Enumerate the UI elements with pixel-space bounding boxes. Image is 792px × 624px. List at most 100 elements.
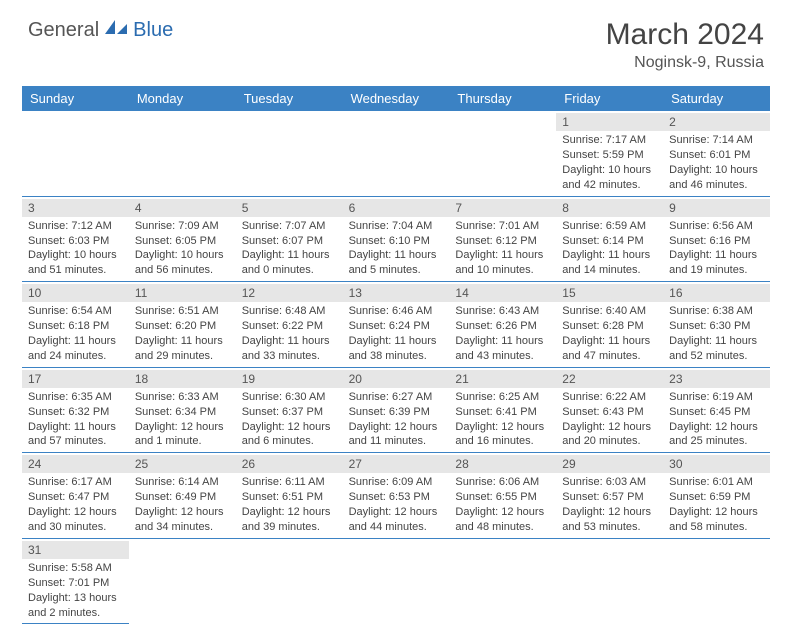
sunrise-line: Sunrise: 6:30 AM — [242, 390, 337, 405]
day-number: 14 — [449, 284, 556, 302]
daylight-line: Daylight: 12 hours and 6 minutes. — [242, 420, 337, 450]
sunset-line: Sunset: 6:28 PM — [562, 319, 657, 334]
sunset-line: Sunset: 6:18 PM — [28, 319, 123, 334]
sunset-line: Sunset: 6:49 PM — [135, 490, 230, 505]
location: Noginsk-9, Russia — [606, 54, 764, 72]
day-header: Friday — [556, 86, 663, 111]
daylight-line: Daylight: 12 hours and 44 minutes. — [349, 505, 444, 535]
calendar-cell: 5Sunrise: 7:07 AMSunset: 6:07 PMDaylight… — [236, 197, 343, 283]
day-number: 15 — [556, 284, 663, 302]
day-header: Wednesday — [343, 86, 450, 111]
calendar-cell: 10Sunrise: 6:54 AMSunset: 6:18 PMDayligh… — [22, 282, 129, 368]
sunset-line: Sunset: 6:41 PM — [455, 405, 550, 420]
daylight-line: Daylight: 11 hours and 24 minutes. — [28, 334, 123, 364]
calendar-cell: 31Sunrise: 5:58 AMSunset: 7:01 PMDayligh… — [22, 539, 129, 624]
calendar-cell: 23Sunrise: 6:19 AMSunset: 6:45 PMDayligh… — [663, 368, 770, 454]
calendar-cell: 22Sunrise: 6:22 AMSunset: 6:43 PMDayligh… — [556, 368, 663, 454]
day-header: Sunday — [22, 86, 129, 111]
daylight-line: Daylight: 11 hours and 57 minutes. — [28, 420, 123, 450]
sunset-line: Sunset: 6:07 PM — [242, 234, 337, 249]
day-number: 5 — [236, 199, 343, 217]
sunset-line: Sunset: 6:10 PM — [349, 234, 444, 249]
daylight-line: Daylight: 12 hours and 30 minutes. — [28, 505, 123, 535]
day-number: 12 — [236, 284, 343, 302]
calendar-cell: 25 Sunrise: 6:14 AMSunset: 6:49 PMDayligh… — [129, 453, 236, 539]
day-number: 3 — [22, 199, 129, 217]
sunset-line: Sunset: 6:39 PM — [349, 405, 444, 420]
sunset-line: Sunset: 6:30 PM — [669, 319, 764, 334]
day-number: 1 — [556, 113, 663, 131]
day-number: 30 — [663, 455, 770, 473]
daylight-line: Daylight: 11 hours and 14 minutes. — [562, 248, 657, 278]
calendar-cell: 3Sunrise: 7:12 AMSunset: 6:03 PMDaylight… — [22, 197, 129, 283]
daylight-line: Daylight: 10 hours and 42 minutes. — [562, 163, 657, 193]
daylight-line: Daylight: 10 hours and 51 minutes. — [28, 248, 123, 278]
daylight-line: Daylight: 11 hours and 43 minutes. — [455, 334, 550, 364]
calendar-cell: 30Sunrise: 6:01 AMSunset: 6:59 PMDayligh… — [663, 453, 770, 539]
day-number: 19 — [236, 370, 343, 388]
sunset-line: Sunset: 6:55 PM — [455, 490, 550, 505]
logo-text-general: General — [28, 19, 99, 42]
sunrise-line: Sunrise: 6:38 AM — [669, 304, 764, 319]
calendar-cell — [449, 539, 556, 624]
day-number: 18 — [129, 370, 236, 388]
sunrise-line: Sunrise: 6:09 AM — [349, 475, 444, 490]
day-number: 21 — [449, 370, 556, 388]
day-number: 27 — [343, 455, 450, 473]
day-number: 25 — [129, 455, 236, 473]
sunset-line: Sunset: 6:32 PM — [28, 405, 123, 420]
calendar-cell — [129, 111, 236, 197]
day-header: Thursday — [449, 86, 556, 111]
day-number: 6 — [343, 199, 450, 217]
sunset-line: Sunset: 6:59 PM — [669, 490, 764, 505]
sunrise-line: Sunrise: 6:56 AM — [669, 219, 764, 234]
calendar-cell: 21Sunrise: 6:25 AMSunset: 6:41 PMDayligh… — [449, 368, 556, 454]
calendar-cell: 27Sunrise: 6:09 AMSunset: 6:53 PMDayligh… — [343, 453, 450, 539]
calendar-cell: 14Sunrise: 6:43 AMSunset: 6:26 PMDayligh… — [449, 282, 556, 368]
logo-text-blue: Blue — [133, 19, 173, 42]
title-block: March 2024 Noginsk-9, Russia — [606, 18, 764, 72]
sunrise-line: Sunrise: 6:40 AM — [562, 304, 657, 319]
calendar-cell — [343, 539, 450, 624]
daylight-line: Daylight: 10 hours and 56 minutes. — [135, 248, 230, 278]
day-headers: SundayMondayTuesdayWednesdayThursdayFrid… — [22, 86, 770, 111]
sunset-line: Sunset: 6:14 PM — [562, 234, 657, 249]
sunrise-line: Sunrise: 6:46 AM — [349, 304, 444, 319]
sunset-line: Sunset: 6:16 PM — [669, 234, 764, 249]
daylight-line: Daylight: 11 hours and 19 minutes. — [669, 248, 764, 278]
sunrise-line: Sunrise: 6:25 AM — [455, 390, 550, 405]
calendar-cell: 20Sunrise: 6:27 AMSunset: 6:39 PMDayligh… — [343, 368, 450, 454]
calendar-cell: 7Sunrise: 7:01 AMSunset: 6:12 PMDaylight… — [449, 197, 556, 283]
day-header: Tuesday — [236, 86, 343, 111]
sunrise-line: Sunrise: 6:14 AM — [135, 475, 230, 490]
sunrise-line: Sunrise: 6:54 AM — [28, 304, 123, 319]
calendar-cell: 18Sunrise: 6:33 AMSunset: 6:34 PMDayligh… — [129, 368, 236, 454]
calendar-cell: 1Sunrise: 7:17 AMSunset: 5:59 PMDaylight… — [556, 111, 663, 197]
daylight-line: Daylight: 12 hours and 34 minutes. — [135, 505, 230, 535]
sunrise-line: Sunrise: 6:06 AM — [455, 475, 550, 490]
calendar-cell: 16Sunrise: 6:38 AMSunset: 6:30 PMDayligh… — [663, 282, 770, 368]
sunset-line: Sunset: 6:57 PM — [562, 490, 657, 505]
daylight-line: Daylight: 11 hours and 52 minutes. — [669, 334, 764, 364]
sunrise-line: Sunrise: 6:35 AM — [28, 390, 123, 405]
calendar-cell — [236, 539, 343, 624]
day-number: 31 — [22, 541, 129, 559]
day-number: 28 — [449, 455, 556, 473]
sunset-line: Sunset: 6:26 PM — [455, 319, 550, 334]
calendar-cell — [449, 111, 556, 197]
calendar-cell — [22, 111, 129, 197]
day-number: 20 — [343, 370, 450, 388]
daylight-line: Daylight: 11 hours and 10 minutes. — [455, 248, 550, 278]
sunset-line: Sunset: 7:01 PM — [28, 576, 123, 591]
sunrise-line: Sunrise: 6:22 AM — [562, 390, 657, 405]
sunrise-line: Sunrise: 6:01 AM — [669, 475, 764, 490]
logo: General Blue — [28, 18, 173, 43]
daylight-line: Daylight: 12 hours and 11 minutes. — [349, 420, 444, 450]
daylight-line: Daylight: 11 hours and 29 minutes. — [135, 334, 230, 364]
sunrise-line: Sunrise: 6:03 AM — [562, 475, 657, 490]
page-header: General Blue March 2024 Noginsk-9, Russi… — [0, 0, 792, 80]
day-number: 11 — [129, 284, 236, 302]
calendar-cell: 19Sunrise: 6:30 AMSunset: 6:37 PMDayligh… — [236, 368, 343, 454]
day-number: 17 — [22, 370, 129, 388]
sail-icon — [103, 18, 129, 41]
